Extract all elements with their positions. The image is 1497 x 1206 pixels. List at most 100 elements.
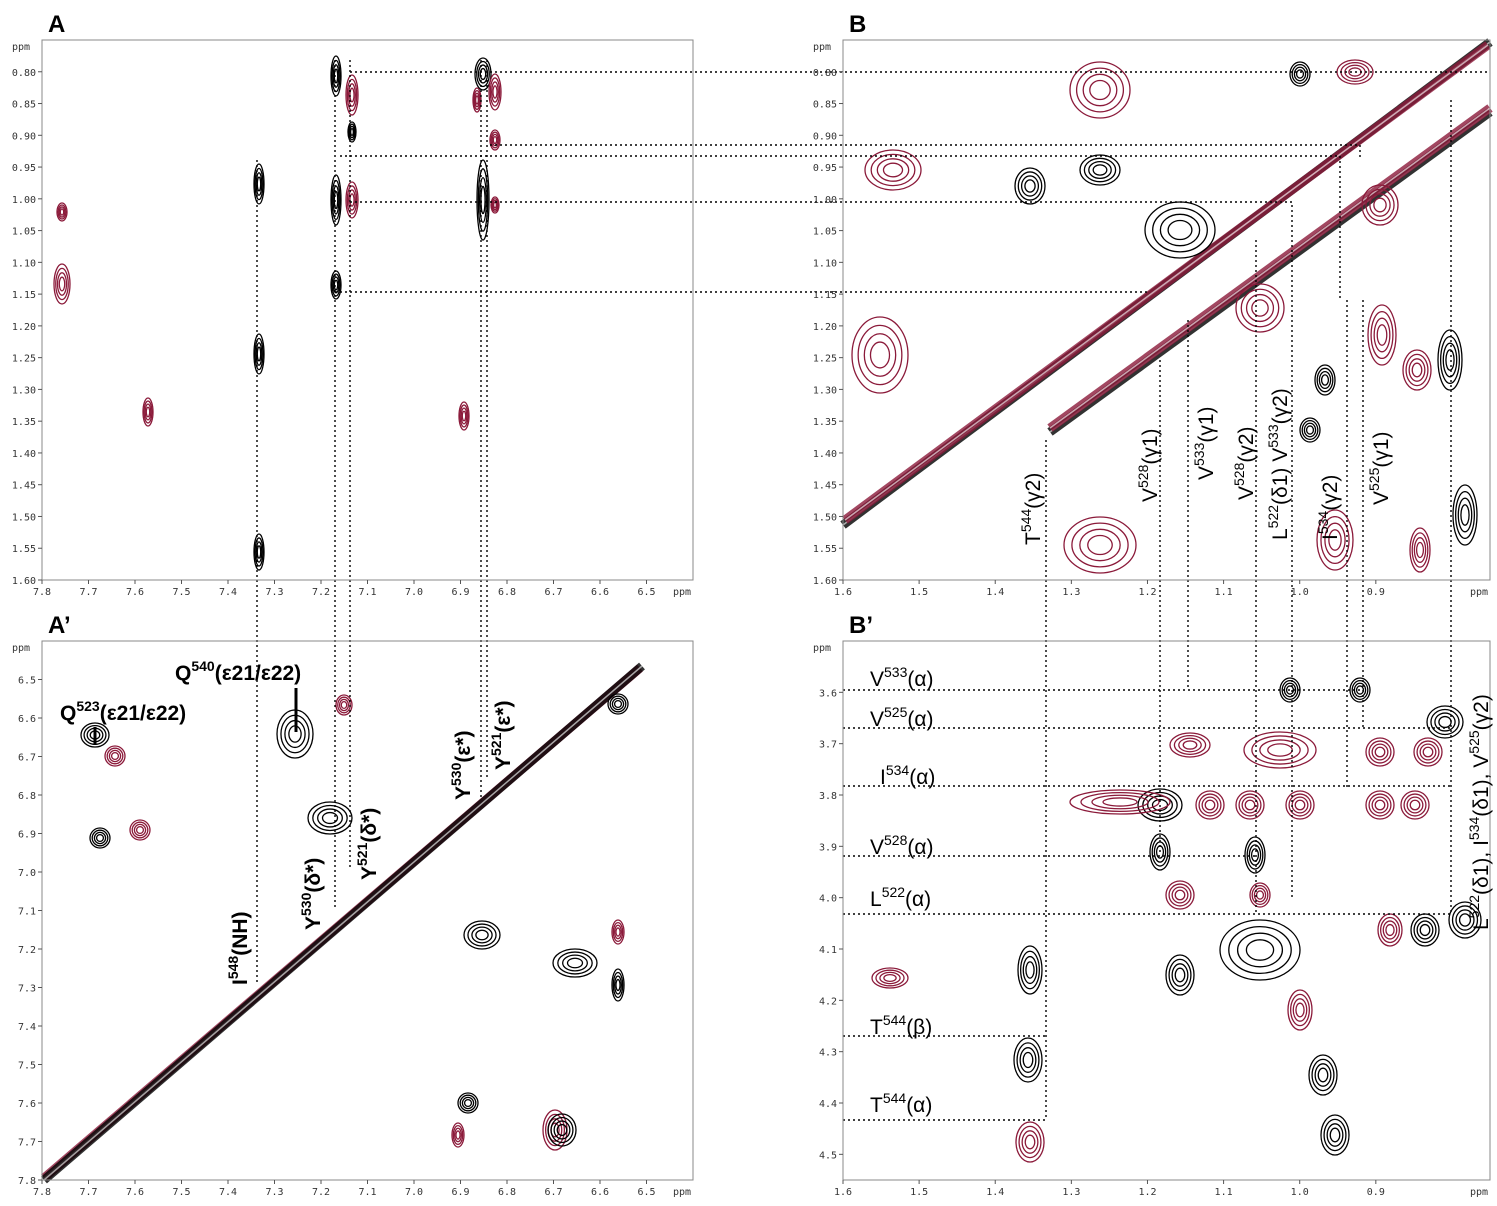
contour [1248,844,1262,866]
label-text: I [229,979,252,985]
contour [613,924,623,940]
y-unit: ppm [12,643,30,654]
contour [851,316,909,394]
contour [453,1127,463,1143]
contour [1198,793,1222,817]
label-text: (ε*) [452,730,475,762]
contour [1253,887,1267,903]
y-tick-label: 6.5 [18,676,36,687]
contour [55,267,69,301]
label-text: (α) [906,1094,932,1117]
label-text: (δ*) [358,808,381,843]
peak-label: T544(γ2) [1018,473,1045,545]
contour [882,162,904,178]
y-tick-label: 4.0 [819,894,837,905]
contour [332,276,340,294]
contour [91,829,109,847]
x-tick-label: 6.9 [451,587,469,598]
panel-label: B [849,11,866,38]
contour [1367,304,1397,366]
superscript: 523 [76,698,100,714]
contour [104,745,126,767]
x-tick-label: 1.3 [1062,587,1080,598]
panel-label: A’ [48,612,71,639]
contour [1171,963,1189,987]
contour [53,263,71,305]
peak-label: V528(γ1) [1135,428,1162,502]
y-unit: ppm [813,643,831,654]
contour [1320,374,1330,386]
label-text: V [1235,486,1258,500]
x-tick-label: 1.0 [1291,587,1309,598]
contour [876,158,910,182]
contour [1460,504,1470,526]
contour [346,78,358,112]
contour [1088,160,1112,180]
contour [1422,746,1434,758]
y-tick-label: 0.95 [813,163,837,174]
contour [1452,484,1478,546]
contour [1308,1054,1338,1096]
contour [331,273,341,297]
contour [1294,799,1306,811]
label-text: (δ1) V [1269,448,1292,505]
contour [307,801,353,835]
contour [1371,796,1389,814]
contour [611,968,625,1002]
contour [1014,167,1046,205]
label-text: V [870,668,884,691]
x-tick-label: 6.6 [591,587,609,598]
contour [492,199,498,211]
y-tick-label: 4.4 [819,1099,837,1110]
x-tick-label: 0.9 [1367,1187,1385,1198]
contour [556,1123,568,1137]
panel-label: A [48,11,65,38]
contour [142,397,154,427]
diagonal [844,44,1489,521]
contour [1293,66,1307,82]
contour [463,1098,473,1108]
contour [330,174,342,226]
contour [1426,705,1464,739]
label-text: (α) [907,708,933,731]
peak-label: L522(δ1), I534(δ1), V525(γ2) [1466,694,1493,930]
contour [1374,746,1386,758]
contour [1071,522,1129,568]
x-tick-label: 7.1 [358,587,376,598]
x-tick-label: 7.8 [33,1187,51,1198]
x-tick-label: 7.3 [265,587,283,598]
contour [1238,793,1262,817]
contour [253,333,265,375]
y-tick-label: 6.8 [18,791,36,802]
y-tick-label: 7.0 [18,868,36,879]
superscript: 525 [884,704,908,720]
contour [1402,349,1432,391]
contour [1245,293,1275,323]
contour [459,404,469,428]
label-text: L [870,888,882,911]
contour [1458,913,1472,927]
contour [1413,916,1437,944]
contour [256,176,262,192]
x-tick-label: 7.4 [219,1187,237,1198]
contour [458,401,470,431]
contour [1244,836,1266,874]
y-tick-label: 3.8 [819,791,837,802]
contour [1451,905,1479,935]
contour [1430,708,1460,736]
peak-label: I534(α) [880,762,935,789]
contour [550,1116,574,1144]
contour [1320,515,1350,565]
contour [321,811,339,825]
peak-label: Q523(ε21/ε22) [60,698,186,725]
contour [108,749,122,763]
x-tick-label: 6.8 [498,587,516,598]
guide [490,144,1361,158]
contour [332,64,340,88]
label-text: (δ1), V [1470,754,1493,817]
x-tick-label: 1.6 [834,1187,852,1198]
y-tick-label: 7.5 [18,1061,36,1072]
x-tick-label: 7.5 [172,587,190,598]
contour [1069,789,1171,815]
contour [1373,317,1391,353]
